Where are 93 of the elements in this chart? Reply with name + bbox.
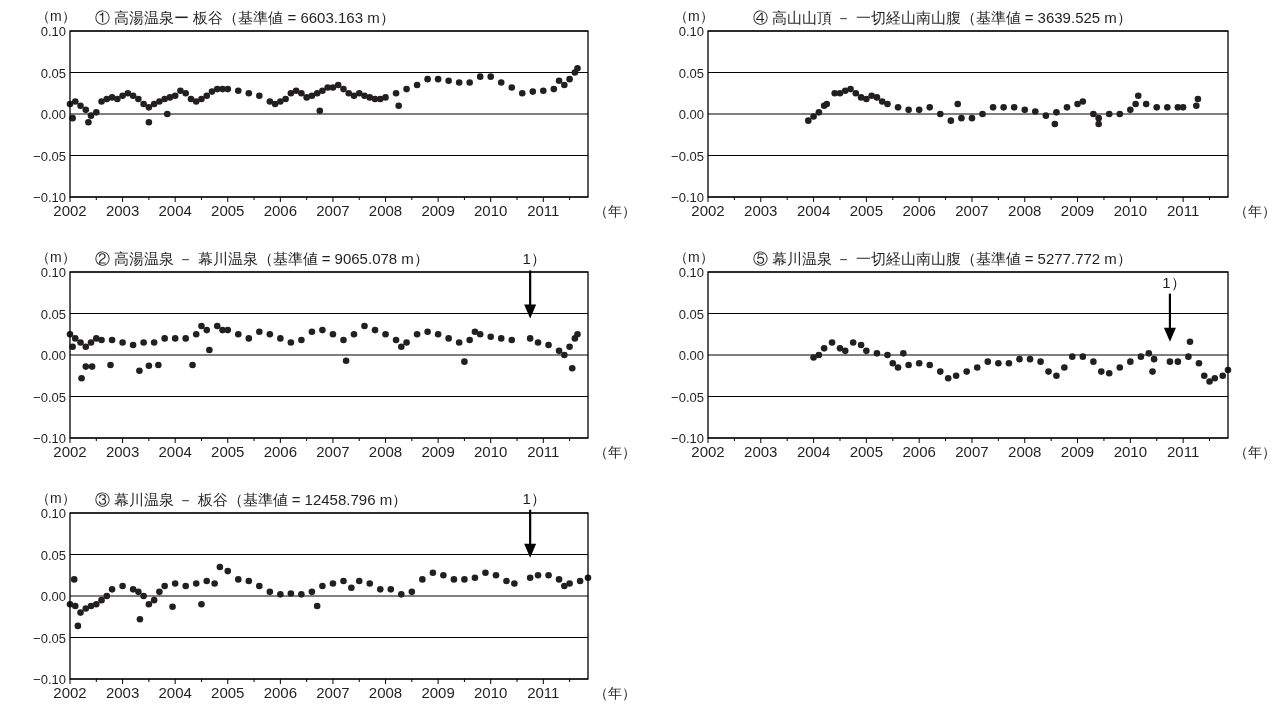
x-tick-label: 2003 bbox=[105, 443, 140, 460]
y-tick-label: −0.10 bbox=[671, 431, 704, 446]
y-axis-title: （m） bbox=[674, 249, 714, 265]
y-axis-title: （m） bbox=[36, 249, 76, 265]
x-tick-label: 2006 bbox=[902, 443, 936, 460]
y-tick-label: 0.10 bbox=[678, 24, 704, 39]
x-tick-label: 2009 bbox=[421, 202, 455, 219]
x-tick-label: 2011 bbox=[1166, 443, 1200, 460]
x-tick-label: 2004 bbox=[158, 684, 192, 701]
x-tick-label: 2006 bbox=[263, 684, 298, 701]
y-tick-label: 0.10 bbox=[40, 265, 66, 280]
x-tick-label: 2010 bbox=[1113, 443, 1148, 460]
y-tick-label: 0.00 bbox=[40, 107, 66, 122]
x-tick-label: 2011 bbox=[527, 684, 560, 701]
chart-title: ⑤ 幕川温泉 － 一切経山南山腹（基準値 = 5277.772 m） bbox=[753, 250, 1132, 267]
x-tick-label: 2007 bbox=[316, 202, 350, 219]
y-tick-label: 0.00 bbox=[678, 348, 704, 363]
x-tick-label: 2007 bbox=[955, 202, 989, 219]
annotation: 1） bbox=[1162, 273, 1186, 291]
x-tick-label: 2002 bbox=[53, 202, 87, 219]
x-tick-label: 2008 bbox=[368, 443, 403, 460]
y-axis-title: （m） bbox=[36, 8, 76, 24]
x-axis-title: （年） bbox=[594, 444, 636, 460]
y-tick-label: −0.10 bbox=[671, 190, 704, 205]
x-tick-label: 2010 bbox=[474, 684, 508, 701]
x-tick-label: 2010 bbox=[474, 443, 508, 460]
y-tick-label: −0.05 bbox=[33, 148, 66, 164]
y-tick-label: 0.05 bbox=[678, 65, 704, 81]
x-tick-label: 2011 bbox=[527, 443, 560, 460]
x-tick-label: 2009 bbox=[421, 684, 455, 701]
x-tick-label: 2002 bbox=[691, 443, 725, 460]
x-tick-label: 2009 bbox=[1060, 202, 1095, 219]
y-tick-label: 0.10 bbox=[40, 506, 66, 521]
x-axis-title: （年） bbox=[1234, 444, 1276, 460]
x-tick-label: 2004 bbox=[796, 202, 831, 219]
text: 1） bbox=[522, 489, 546, 507]
y-tick-label: −0.05 bbox=[671, 148, 704, 164]
x-tick-label: 2007 bbox=[316, 443, 350, 460]
x-tick-label: 2008 bbox=[368, 202, 403, 219]
x-tick-label: 2004 bbox=[158, 202, 192, 219]
y-tick-label: 0.05 bbox=[40, 306, 66, 322]
y-axis-title: （m） bbox=[36, 490, 76, 506]
y-tick-label: 0.05 bbox=[678, 306, 704, 322]
x-tick-label: 2005 bbox=[849, 202, 884, 219]
y-axis-title: （m） bbox=[674, 8, 714, 24]
x-tick-label: 2004 bbox=[796, 443, 831, 460]
y-tick-label: −0.10 bbox=[33, 672, 66, 687]
x-axis-title: （年） bbox=[594, 685, 636, 701]
x-tick-label: 2005 bbox=[849, 443, 884, 460]
x-tick-label: 2003 bbox=[744, 443, 778, 460]
x-tick-label: 2008 bbox=[368, 684, 403, 701]
x-axis-title: （年） bbox=[594, 203, 636, 219]
x-tick-label: 2004 bbox=[158, 443, 192, 460]
x-tick-label: 2006 bbox=[263, 443, 298, 460]
x-tick-label: 2008 bbox=[1008, 202, 1042, 219]
y-tick-label: 0.00 bbox=[40, 348, 66, 363]
x-tick-label: 2003 bbox=[105, 202, 140, 219]
x-tick-label: 2006 bbox=[902, 202, 936, 219]
y-tick-label: 0.05 bbox=[40, 547, 66, 563]
y-tick-label: −0.05 bbox=[33, 630, 66, 646]
x-tick-label: 2009 bbox=[1060, 443, 1095, 460]
x-tick-label: 2002 bbox=[53, 443, 87, 460]
x-tick-label: 2005 bbox=[211, 202, 245, 219]
y-tick-label: −0.10 bbox=[33, 431, 66, 446]
text: 1） bbox=[522, 250, 546, 268]
y-tick-label: 0.10 bbox=[40, 24, 66, 39]
chart-title: ① 高湯温泉ー 板谷（基準値 = 6603.163 m） bbox=[95, 9, 395, 26]
y-tick-label: 0.00 bbox=[40, 589, 66, 604]
x-tick-label: 2011 bbox=[1166, 202, 1200, 219]
y-tick-label: 0.10 bbox=[678, 265, 704, 280]
x-tick-label: 2003 bbox=[744, 202, 778, 219]
x-tick-label: 2007 bbox=[316, 684, 350, 701]
y-tick-label: −0.05 bbox=[671, 389, 704, 405]
x-tick-label: 2008 bbox=[1008, 443, 1042, 460]
y-tick-label: −0.05 bbox=[33, 389, 66, 405]
y-tick-label: 0.05 bbox=[40, 65, 66, 81]
x-tick-label: 2010 bbox=[474, 202, 508, 219]
x-tick-label: 2009 bbox=[421, 443, 455, 460]
x-axis-title: （年） bbox=[1234, 203, 1276, 219]
x-tick-label: 2007 bbox=[955, 443, 989, 460]
x-tick-label: 2010 bbox=[1113, 202, 1148, 219]
x-tick-label: 2002 bbox=[691, 202, 725, 219]
y-tick-label: 0.00 bbox=[678, 107, 704, 122]
chart-title: ④ 高山山頂 － 一切経山南山腹（基準値 = 3639.525 m） bbox=[753, 9, 1132, 26]
x-tick-label: 2003 bbox=[105, 684, 140, 701]
y-tick-label: −0.10 bbox=[33, 190, 66, 205]
x-tick-label: 2011 bbox=[527, 202, 560, 219]
x-tick-label: 2006 bbox=[263, 202, 298, 219]
x-tick-label: 2005 bbox=[211, 684, 245, 701]
x-tick-label: 2005 bbox=[211, 443, 245, 460]
chart-title: ③ 幕川温泉 － 板谷（基準値 = 12458.796 m） bbox=[95, 491, 408, 508]
x-tick-label: 2002 bbox=[53, 684, 87, 701]
chart-title: ② 高湯温泉 － 幕川温泉（基準値 = 9065.078 m） bbox=[95, 250, 429, 267]
